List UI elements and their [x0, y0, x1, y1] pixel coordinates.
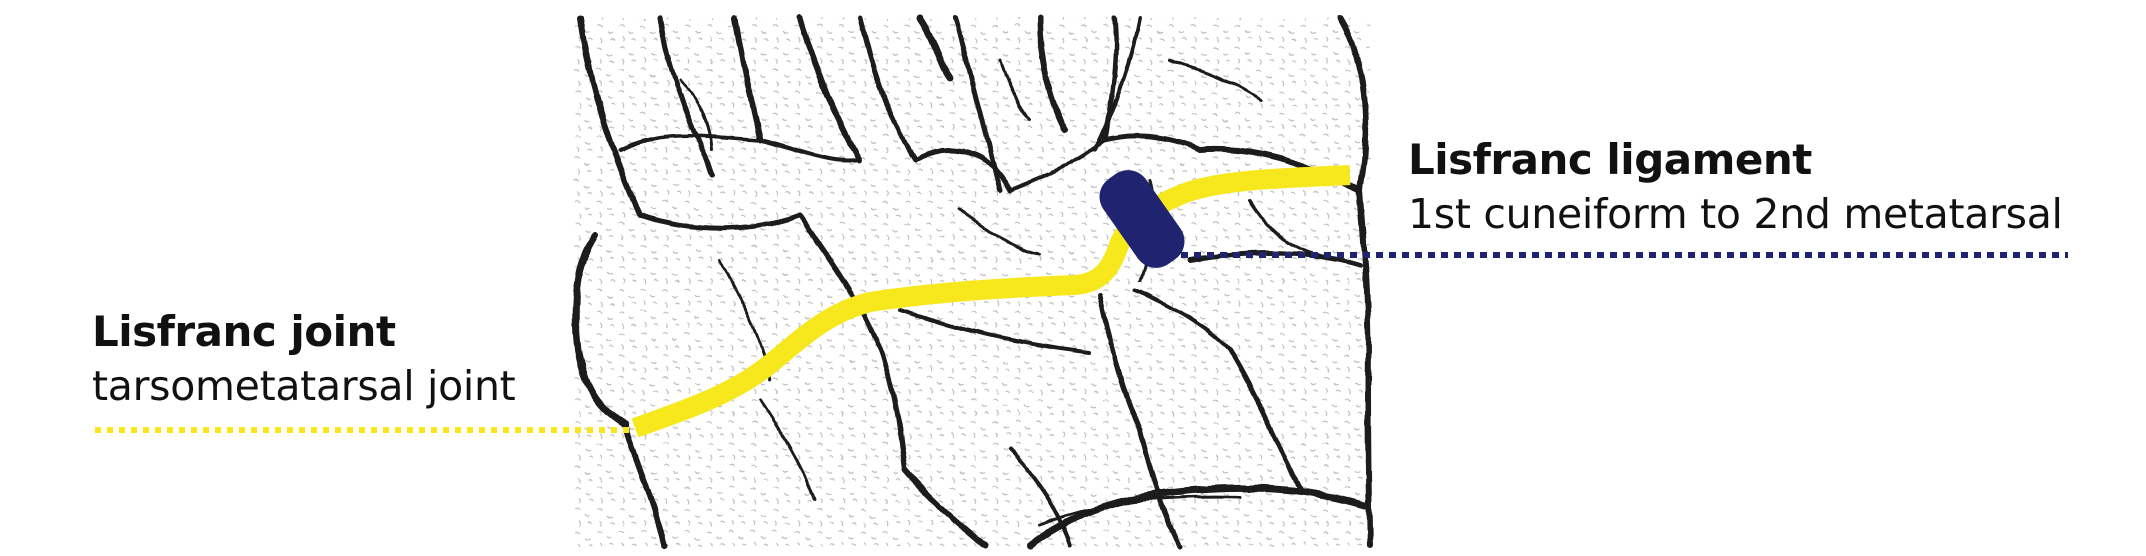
metatarsal-1-outline: [577, 15, 643, 218]
joint-line: [631, 165, 1351, 438]
foot-bones-illustration: [572, 14, 1373, 550]
ligament-label-title: Lisfranc ligament: [1408, 135, 1812, 184]
ligament-label-subtitle: 1st cuneiform to 2nd metatarsal: [1408, 190, 2063, 238]
joint-label-subtitle: tarsometatarsal joint: [92, 362, 516, 410]
ligament-label: Lisfranc ligament 1st cuneiform to 2nd m…: [1408, 133, 2063, 241]
ligament-marker: [1099, 170, 1185, 268]
joint-label: Lisfranc joint tarsometatarsal joint: [92, 305, 516, 413]
joint-label-title: Lisfranc joint: [92, 307, 396, 356]
